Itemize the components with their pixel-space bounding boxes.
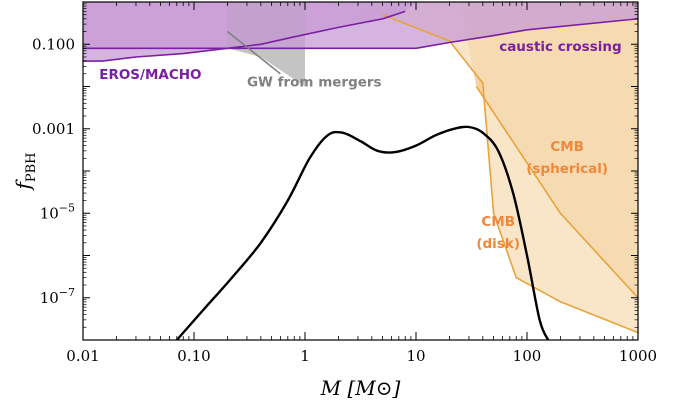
x-tick-label: 0.10 bbox=[177, 347, 210, 365]
annotation-caustic-crossing: caustic crossing bbox=[499, 39, 621, 55]
y-tick-label: 0.001 bbox=[32, 120, 75, 138]
region-boundary-cmb-spherical bbox=[475, 86, 638, 299]
annotations: EROS/MACHO GW from mergers caustic crossin… bbox=[99, 39, 621, 252]
annotation-disk: (disk) bbox=[476, 236, 520, 252]
region-caustic-crossing bbox=[83, 2, 638, 49]
axis-ticks: 0.01 0.10 1 10 100 1000 10−7 10−5 0.001 0.100 bbox=[32, 1, 657, 365]
x-axis-label: M [M⊙] bbox=[320, 376, 401, 400]
annotation-eros-macho: EROS/MACHO bbox=[99, 67, 201, 83]
x-tick-label: 10 bbox=[406, 347, 425, 365]
x-tick-label: 0.01 bbox=[66, 347, 99, 365]
y-tick-label: 0.100 bbox=[32, 35, 75, 53]
annotation-spherical: (spherical) bbox=[526, 161, 608, 177]
data-series bbox=[175, 125, 550, 340]
y-tick-label: 10−5 bbox=[40, 201, 75, 222]
annotation-pointers bbox=[226, 30, 281, 75]
annotation-cmb: CMB bbox=[550, 139, 584, 155]
region-cmb-disk bbox=[324, 2, 638, 333]
x-tick-label: 1000 bbox=[619, 347, 657, 365]
y-axis-label: fPBH bbox=[11, 152, 39, 191]
region-boundary-caustic-crossing bbox=[83, 18, 638, 50]
series-pbh-mass-function bbox=[175, 125, 550, 340]
constraint-regions bbox=[83, 2, 638, 334]
region-boundary-cmb-disk bbox=[382, 13, 638, 334]
x-tick-label: 100 bbox=[513, 347, 542, 365]
annotation-cmb: CMB bbox=[481, 214, 515, 230]
region-boundary-eros-macho bbox=[83, 10, 406, 62]
x-tick-label: 1 bbox=[300, 347, 310, 365]
annotation-gw-from-mergers: GW from mergers bbox=[247, 75, 382, 91]
gw-pointer bbox=[226, 30, 281, 75]
y-tick-label: 10−7 bbox=[40, 286, 75, 307]
